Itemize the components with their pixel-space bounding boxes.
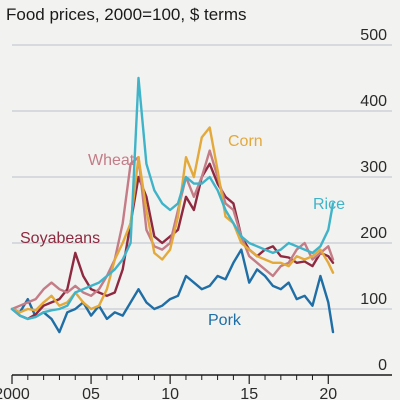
y-tick-label: 400 (360, 93, 387, 110)
series-line-rice (10, 76, 335, 321)
y-tick-label: 500 (360, 27, 387, 44)
series-line-wheat (10, 149, 335, 311)
y-axis-tick-labels: 100 200 300 400 500 0 (360, 27, 387, 374)
x-axis: 2000 05 10 15 20 (0, 374, 392, 400)
y-tick-label-zero: 0 (378, 357, 387, 374)
series-lines (10, 76, 335, 334)
series-line-pork (10, 248, 335, 334)
series-label-pork: Pork (208, 312, 242, 329)
y-tick-label: 300 (360, 159, 387, 176)
x-tick-label: 10 (161, 386, 179, 400)
x-tick-label: 2000 (0, 386, 30, 400)
series-line-corn (10, 126, 335, 314)
series-labels: Wheat Corn Rice Soyabeans Pork (20, 133, 345, 329)
y-tick-label: 200 (360, 225, 387, 242)
series-label-corn: Corn (228, 133, 263, 150)
series-label-wheat: Wheat (88, 152, 135, 169)
series-label-soyabeans: Soyabeans (20, 230, 100, 247)
x-tick-label: 05 (82, 386, 100, 400)
series-label-rice: Rice (313, 196, 345, 213)
x-tick-label: 20 (319, 386, 337, 400)
y-tick-label: 100 (360, 291, 387, 308)
chart-title: Food prices, 2000=100, $ terms (6, 5, 247, 24)
x-tick-label: 15 (240, 386, 258, 400)
